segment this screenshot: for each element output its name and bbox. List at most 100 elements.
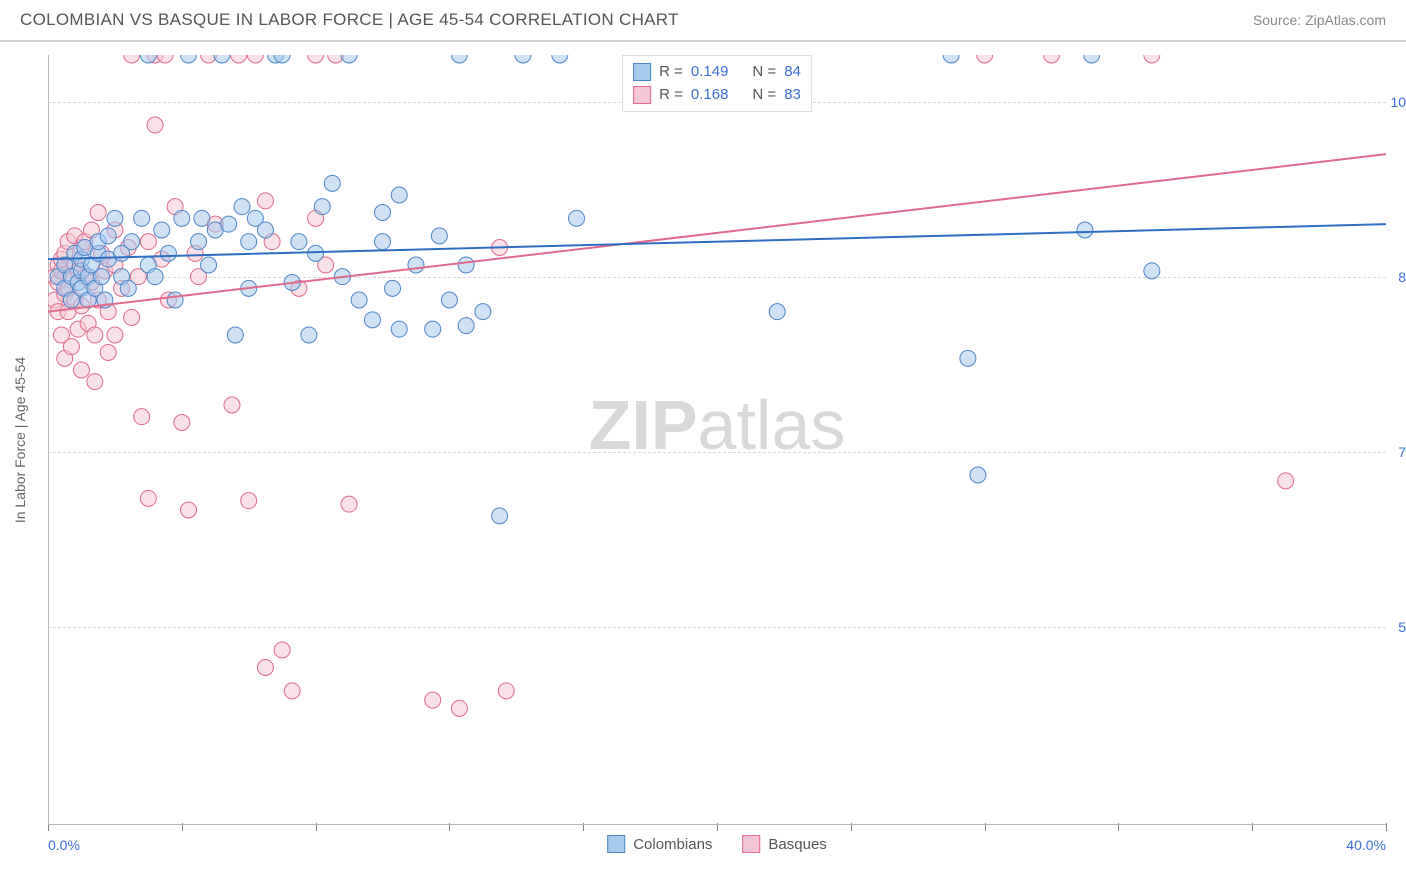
data-point xyxy=(140,234,156,250)
data-point xyxy=(107,327,123,343)
data-point xyxy=(301,327,317,343)
series-legend: Colombians Basques xyxy=(607,835,827,853)
data-point xyxy=(174,415,190,431)
data-point xyxy=(458,318,474,334)
chart-area: In Labor Force | Age 45-54 55.0%70.0%85.… xyxy=(48,55,1386,825)
x-tick xyxy=(1386,823,1387,831)
data-point xyxy=(431,228,447,244)
data-point xyxy=(274,642,290,658)
data-point xyxy=(977,55,993,63)
data-point xyxy=(124,234,140,250)
chart-header: COLOMBIAN VS BASQUE IN LABOR FORCE | AGE… xyxy=(0,0,1406,42)
data-point xyxy=(174,210,190,226)
data-point xyxy=(1144,263,1160,279)
data-point xyxy=(475,304,491,320)
data-point xyxy=(214,55,230,63)
y-tick-label: 55.0% xyxy=(1398,619,1406,635)
data-point xyxy=(341,496,357,512)
data-point xyxy=(191,234,207,250)
data-point xyxy=(769,304,785,320)
data-point xyxy=(441,292,457,308)
data-point xyxy=(241,493,257,509)
swatch-basques xyxy=(633,86,651,104)
y-axis-label: In Labor Force | Age 45-54 xyxy=(12,357,28,523)
data-point xyxy=(107,210,123,226)
x-tick-label: 0.0% xyxy=(48,837,80,853)
data-point xyxy=(425,321,441,337)
data-point xyxy=(385,280,401,296)
data-point xyxy=(180,55,196,63)
data-point xyxy=(970,467,986,483)
x-tick-label: 40.0% xyxy=(1346,837,1386,853)
data-point xyxy=(63,339,79,355)
data-point xyxy=(943,55,959,63)
data-point xyxy=(257,222,273,238)
scatter-plot xyxy=(48,55,1386,825)
data-point xyxy=(498,683,514,699)
legend-item-basques: Basques xyxy=(742,835,826,853)
data-point xyxy=(147,117,163,133)
data-point xyxy=(201,257,217,273)
data-point xyxy=(124,310,140,326)
data-point xyxy=(120,280,136,296)
y-tick-label: 100.0% xyxy=(1391,94,1406,110)
data-point xyxy=(160,245,176,261)
data-point xyxy=(257,660,273,676)
stats-row-colombians: R = 0.149 N = 84 xyxy=(633,61,801,84)
data-point xyxy=(221,216,237,232)
data-point xyxy=(140,490,156,506)
data-point xyxy=(241,234,257,250)
data-point xyxy=(425,692,441,708)
data-point xyxy=(408,257,424,273)
data-point xyxy=(180,502,196,518)
source-label: Source: ZipAtlas.com xyxy=(1253,12,1386,28)
data-point xyxy=(90,205,106,221)
data-point xyxy=(341,55,357,63)
data-point xyxy=(167,292,183,308)
data-point xyxy=(960,350,976,366)
trend-line xyxy=(48,154,1386,312)
data-point xyxy=(1044,55,1060,63)
data-point xyxy=(391,187,407,203)
data-point xyxy=(314,199,330,215)
data-point xyxy=(284,683,300,699)
data-point xyxy=(391,321,407,337)
data-point xyxy=(308,55,324,63)
data-point xyxy=(1278,473,1294,489)
data-point xyxy=(247,55,263,63)
data-point xyxy=(308,245,324,261)
data-point xyxy=(451,55,467,63)
data-point xyxy=(100,345,116,361)
data-point xyxy=(451,700,467,716)
stats-legend: R = 0.149 N = 84 R = 0.168 N = 83 xyxy=(622,55,812,112)
data-point xyxy=(324,175,340,191)
data-point xyxy=(124,55,140,63)
swatch-basques-bottom xyxy=(742,835,760,853)
data-point xyxy=(134,210,150,226)
data-point xyxy=(87,374,103,390)
data-point xyxy=(458,257,474,273)
data-point xyxy=(375,234,391,250)
data-point xyxy=(231,55,247,63)
data-point xyxy=(154,222,170,238)
swatch-colombians-bottom xyxy=(607,835,625,853)
data-point xyxy=(1077,222,1093,238)
y-tick-label: 70.0% xyxy=(1398,444,1406,460)
chart-title: COLOMBIAN VS BASQUE IN LABOR FORCE | AGE… xyxy=(20,10,679,30)
stats-row-basques: R = 0.168 N = 83 xyxy=(633,84,801,107)
data-point xyxy=(94,269,110,285)
data-point xyxy=(100,228,116,244)
data-point xyxy=(492,508,508,524)
data-point xyxy=(515,55,531,63)
data-point xyxy=(569,210,585,226)
data-point xyxy=(375,205,391,221)
data-point xyxy=(134,409,150,425)
swatch-colombians xyxy=(633,63,651,81)
data-point xyxy=(351,292,367,308)
data-point xyxy=(224,397,240,413)
data-point xyxy=(147,269,163,285)
data-point xyxy=(73,362,89,378)
data-point xyxy=(87,327,103,343)
data-point xyxy=(257,193,273,209)
data-point xyxy=(1144,55,1160,63)
